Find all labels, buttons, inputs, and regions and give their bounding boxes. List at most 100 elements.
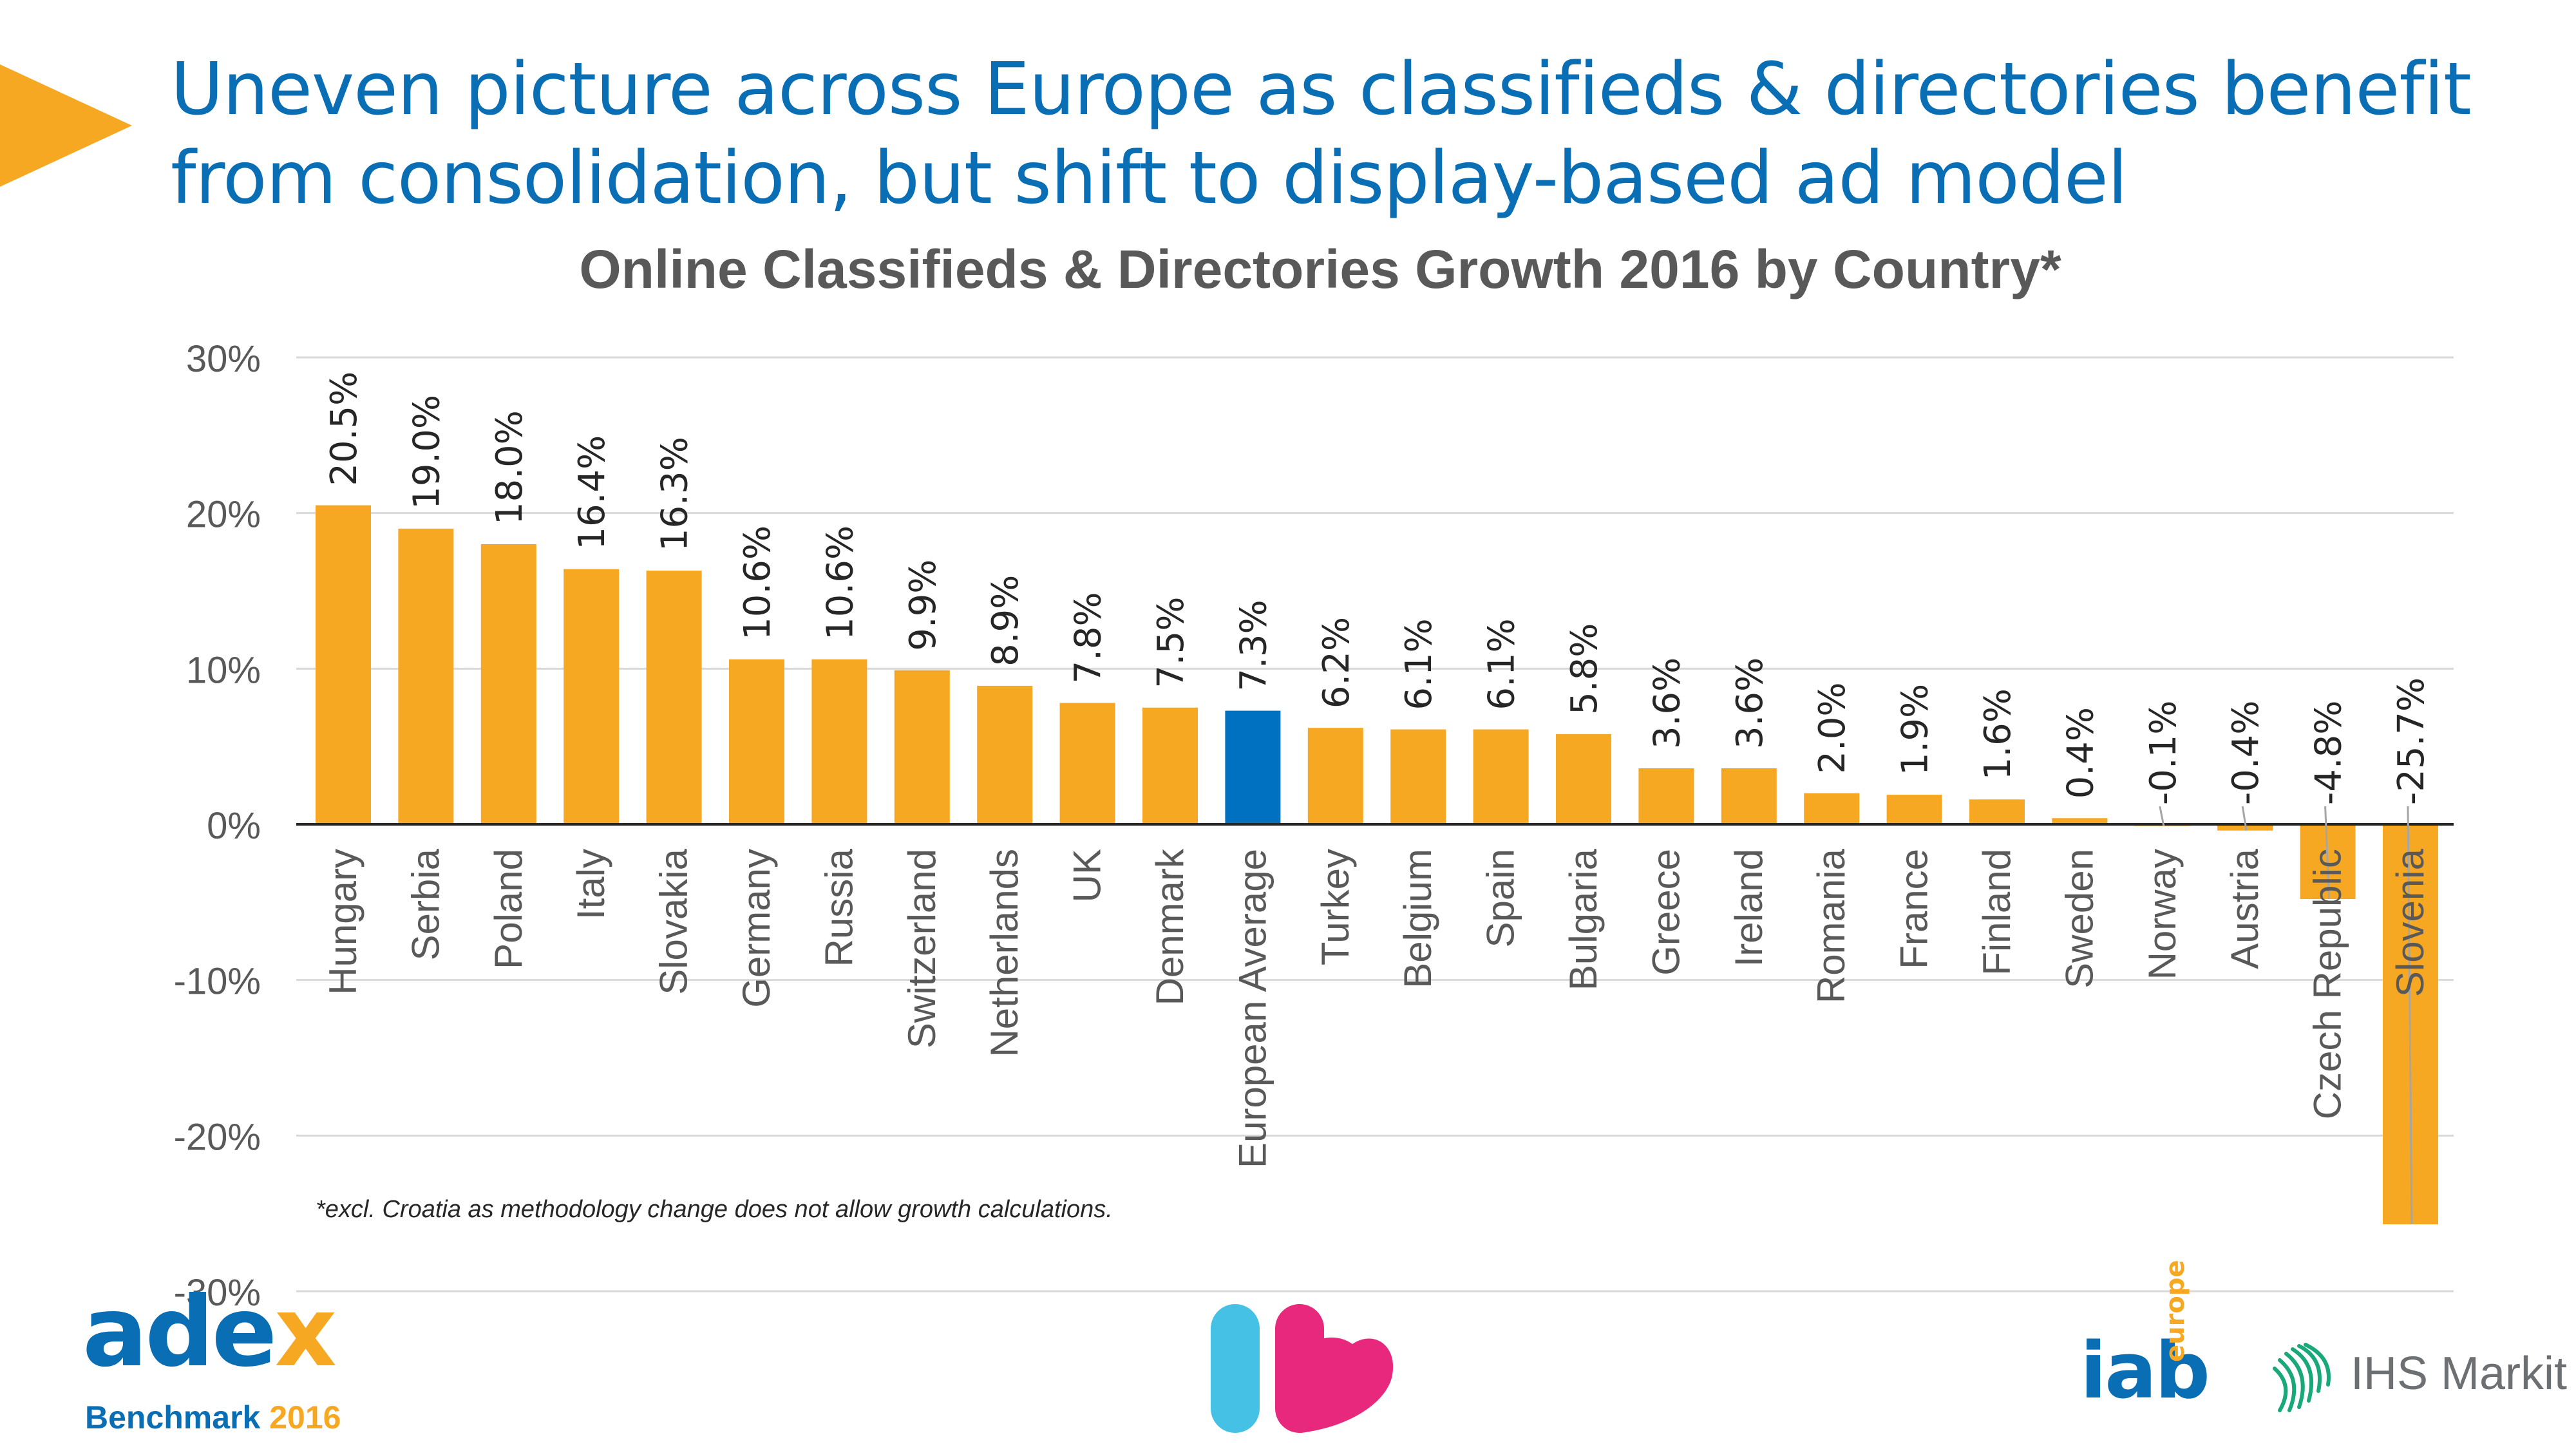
data-label: 7.8% (1068, 592, 1110, 683)
data-label: 7.5% (1150, 596, 1192, 688)
x-category-label: Slovenia (2389, 848, 2432, 997)
x-category-label: France (1893, 849, 1936, 969)
ihs-logo-wordmark: IHS Markit (2351, 1348, 2568, 1399)
bar (1886, 795, 1942, 824)
adex-logo-accent: x (274, 1276, 337, 1388)
x-category-label: Italy (569, 849, 612, 920)
iab-logo-region: europe (2161, 1260, 2190, 1362)
data-label: 18.0% (489, 410, 531, 525)
label-leader-line (2407, 806, 2413, 1225)
label-leader-line (2159, 806, 2165, 826)
y-tick-label: 20% (186, 494, 261, 536)
x-category-label: Spain (1479, 849, 1522, 947)
bar (2052, 818, 2108, 824)
data-label: 1.9% (1895, 684, 1937, 775)
data-label: -0.4% (2225, 701, 2267, 805)
adex-logo-sub-main: Benchmark (85, 1399, 261, 1435)
ihs-markit-swirl-icon (2273, 1343, 2331, 1412)
data-label: 5.8% (1564, 623, 1605, 715)
data-label: 2.0% (1812, 682, 1853, 773)
data-label: 1.6% (1977, 688, 2019, 780)
data-label: 10.6% (737, 526, 779, 640)
data-label: 8.9% (985, 575, 1027, 667)
bar (1059, 703, 1115, 824)
data-label: 3.6% (1646, 658, 1688, 749)
ihs-markit-logo: IHS Markit (2254, 1333, 2567, 1423)
x-category-label: Romania (1810, 848, 1853, 1003)
x-category-label: Netherlands (983, 849, 1026, 1057)
bar (398, 528, 454, 824)
x-category-label: Bulgaria (1562, 848, 1605, 990)
data-label: -4.8% (2308, 701, 2350, 805)
bar (894, 670, 950, 824)
bar (1556, 734, 1611, 824)
bar (1225, 710, 1281, 824)
adex-logo-wordmark: adex (82, 1276, 337, 1388)
bar (1969, 799, 2025, 824)
x-category-label: Austria (2223, 848, 2266, 969)
y-tick-label: 10% (186, 649, 261, 691)
bar (1473, 729, 1529, 824)
x-category-label: Norway (2141, 849, 2184, 980)
x-category-label: Greece (1644, 849, 1687, 976)
bar (1390, 729, 1446, 824)
bar (977, 685, 1033, 824)
bar (480, 544, 536, 824)
data-label: 9.9% (902, 559, 944, 650)
bar (729, 659, 784, 824)
x-category-label: Slovakia (652, 848, 696, 994)
data-label: 7.3% (1233, 600, 1274, 691)
y-tick-label: 30% (186, 338, 261, 380)
x-category-label: Denmark (1148, 848, 1191, 1005)
bar (1721, 768, 1777, 824)
y-tick-label: -10% (174, 961, 261, 1003)
bar (1804, 793, 1860, 824)
bar (1638, 768, 1694, 824)
x-category-label: Belgium (1396, 849, 1439, 989)
data-label: -25.7% (2391, 677, 2432, 805)
x-category-label: Czech Republic (2306, 849, 2349, 1119)
bar (1142, 707, 1198, 824)
x-category-label: Russia (817, 848, 860, 967)
x-category-label: European Average (1231, 849, 1274, 1168)
adex-logo-main: ade (82, 1276, 277, 1388)
x-category-label: UK (1066, 849, 1109, 902)
y-tick-label: -20% (174, 1116, 261, 1158)
data-label: -0.1% (2143, 701, 2184, 805)
data-label: 3.6% (1729, 658, 1771, 749)
adex-logo-subtitle: Benchmark 2016 (85, 1399, 341, 1436)
iab-logo-wordmark: iab (2080, 1327, 2210, 1416)
data-label: 6.1% (1398, 618, 1440, 710)
adex-logo-sub-year: 2016 (269, 1399, 341, 1435)
slide-headline: Uneven picture across Europe as classifi… (171, 48, 2472, 220)
bar (811, 659, 867, 824)
bar (646, 571, 702, 824)
x-category-label: Finland (1975, 849, 2018, 976)
data-label: 0.4% (2060, 707, 2101, 799)
x-category-label: Turkey (1314, 849, 1357, 965)
bar (1307, 728, 1363, 824)
x-category-label: Sweden (2058, 849, 2101, 989)
y-tick-label: 0% (207, 805, 261, 847)
y-tick-label: -30% (174, 1272, 261, 1314)
x-category-label: Poland (487, 849, 530, 969)
label-leader-line (2324, 806, 2331, 900)
data-label: 10.6% (819, 526, 861, 640)
chart-footnote: *excl. Croatia as methodology change doe… (316, 1196, 1113, 1223)
bar (316, 505, 371, 824)
data-label: 20.5% (323, 372, 365, 486)
data-label: 6.1% (1481, 618, 1523, 710)
data-label: 16.3% (654, 437, 696, 551)
data-label: 16.4% (571, 435, 613, 550)
x-category-label: Ireland (1727, 849, 1770, 967)
adex-benchmark-logo: adex Benchmark 2016 (82, 1276, 353, 1444)
chart-title: Online Classifieds & Directories Growth … (579, 239, 2061, 299)
bar (564, 569, 620, 824)
iab-europe-logo: iab europe (2080, 1260, 2235, 1443)
data-label: 6.2% (1316, 617, 1358, 708)
ib-logo-icon (1211, 1304, 1394, 1433)
x-category-label: Hungary (321, 849, 365, 995)
x-category-label: Germany (735, 849, 778, 1008)
